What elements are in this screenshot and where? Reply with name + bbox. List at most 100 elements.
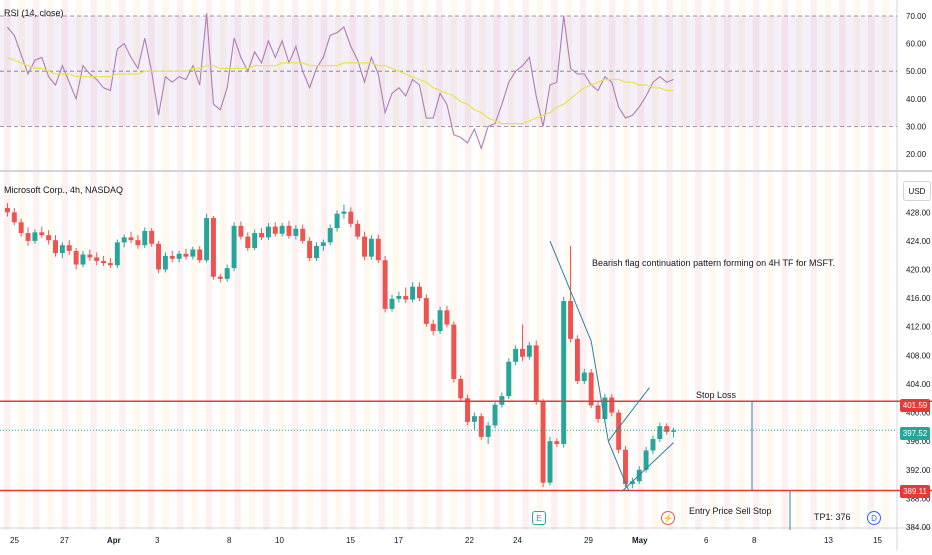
session-band [652, 0, 659, 530]
rsi-y-tick: 20.00 [906, 150, 927, 159]
session-band [623, 0, 630, 530]
candle-body [73, 250, 79, 265]
session-band [724, 0, 731, 530]
earnings-icon[interactable]: E [532, 511, 546, 525]
candle-body [629, 481, 635, 485]
session-band [868, 0, 875, 530]
candle-body [588, 372, 594, 406]
session-band [594, 0, 601, 530]
candle-body [430, 323, 436, 332]
candle-body [190, 249, 196, 257]
candle-body [252, 233, 258, 249]
flagpole-line [607, 440, 630, 492]
session-band [824, 0, 832, 530]
candle-body [403, 295, 409, 300]
candle-body [417, 286, 422, 299]
session-band [666, 0, 673, 530]
candle-body [389, 298, 395, 309]
price-y-tick: 416.00 [906, 294, 931, 303]
candle-body [375, 238, 381, 261]
session-band [767, 0, 774, 530]
candle-body [80, 254, 86, 265]
candle-body [458, 378, 464, 399]
rsi-y-tick: 40.00 [906, 95, 927, 104]
session-band [90, 0, 97, 530]
session-band [248, 0, 256, 530]
flag-channel-upper [607, 387, 650, 442]
session-band [752, 0, 760, 530]
stop-loss-label: Stop Loss [696, 390, 737, 400]
candle-body [471, 416, 477, 422]
candle-body [53, 240, 58, 254]
x-axis-tick: 17 [394, 536, 403, 545]
session-band [421, 0, 429, 530]
candle-body [210, 218, 216, 277]
candle-body [595, 405, 601, 420]
x-axis-tick: May [632, 536, 648, 545]
price-y-tick: 400.00 [906, 409, 931, 418]
session-band [277, 0, 285, 530]
session-band [810, 0, 817, 530]
candle-body [492, 404, 498, 426]
session-band [637, 0, 645, 530]
x-axis-tick: 13 [824, 536, 833, 545]
rsi-line [6, 13, 674, 151]
lightning-icon[interactable]: ⚡ [661, 511, 675, 525]
session-band [133, 0, 141, 530]
rsi-layer: 70.00 60.00 50.00 40.00 30.00 20.00 [0, 12, 927, 159]
candle-body [485, 425, 491, 437]
candle-body [114, 242, 120, 266]
candle-body [32, 232, 38, 241]
stop-loss-price-tag: 401.59 [900, 399, 930, 412]
currency-button[interactable]: USD [903, 181, 931, 201]
session-band [378, 0, 385, 530]
candle-body [265, 226, 271, 238]
session-band [464, 0, 472, 530]
session-band [839, 0, 846, 530]
session-band [680, 0, 688, 530]
x-axis-tick: 10 [275, 536, 284, 545]
price-y-tick: 408.00 [906, 351, 931, 360]
candle-body [341, 211, 347, 214]
candle-body [513, 348, 519, 362]
candle-body [231, 225, 237, 269]
candle-body [444, 310, 450, 325]
candle-body [259, 233, 264, 238]
candle-body [355, 223, 361, 237]
session-band [508, 0, 515, 530]
session-band [450, 0, 457, 530]
candle-body [520, 348, 525, 357]
candle-body [162, 255, 168, 270]
candle-body [423, 298, 429, 324]
price-y-tick: 412.00 [906, 323, 931, 332]
session-band [205, 0, 213, 530]
candle-body [4, 208, 10, 213]
session-band [479, 0, 486, 530]
x-axis-tick: 8 [227, 536, 232, 545]
candle-body [142, 230, 148, 246]
candle-body [396, 295, 402, 299]
candle-body [307, 240, 313, 259]
x-axis-tick: 22 [465, 536, 474, 545]
candle-body [156, 243, 161, 270]
session-band [61, 0, 69, 530]
candle-body [238, 225, 244, 237]
session-band [738, 0, 745, 530]
session-band [119, 0, 126, 530]
x-axis-tick: 15 [346, 536, 355, 545]
dividend-icon[interactable]: D [867, 511, 881, 525]
x-axis-tick: 27 [60, 536, 69, 545]
price-layer: 428.00 424.00 420.00 416.00 412.00 408.00 404.… [4, 203, 931, 532]
x-axis-tick: 25 [10, 536, 19, 545]
candle-body [39, 232, 45, 236]
session-band [522, 0, 529, 530]
candle-body [46, 235, 52, 241]
last-price-tag: 397.52 [900, 427, 930, 440]
candle-body [107, 263, 113, 266]
session-band [335, 0, 342, 530]
candle-body [547, 441, 553, 483]
session-band [407, 0, 414, 530]
candle-body [554, 441, 560, 445]
